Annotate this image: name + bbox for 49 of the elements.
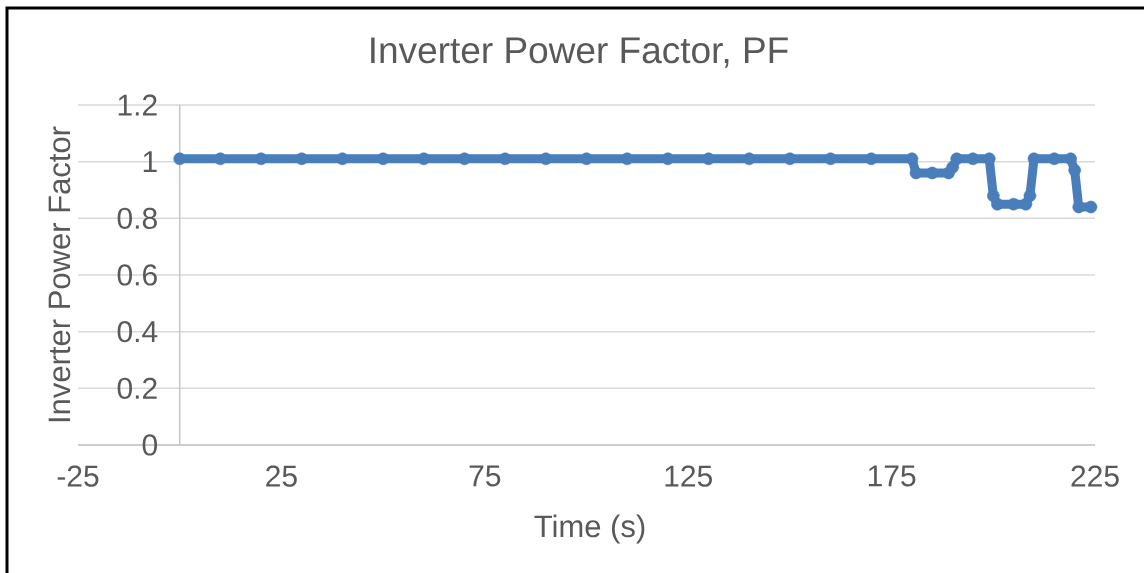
x-tick-label: 25	[266, 465, 297, 487]
point	[783, 152, 797, 166]
point	[1027, 152, 1041, 166]
point	[661, 152, 675, 166]
chart-title: Inverter Power Factor, PF	[371, 37, 788, 68]
point	[1064, 152, 1077, 166]
y-tick-label: 0.8	[117, 207, 157, 229]
point	[1023, 189, 1037, 202]
y-tick-label: 0.6	[117, 264, 157, 286]
point	[336, 152, 349, 166]
point	[417, 152, 431, 166]
y-tick-label: 0.2	[117, 377, 157, 399]
point	[1007, 197, 1020, 211]
y-tick-label: 1	[143, 151, 157, 172]
x-tick-label: 75	[469, 465, 501, 487]
point	[824, 152, 837, 166]
point	[254, 152, 268, 166]
point	[905, 152, 919, 166]
x-tick-label: -25	[57, 465, 99, 487]
point	[909, 166, 923, 180]
point	[214, 152, 227, 166]
y-tick-label: 0	[142, 434, 158, 456]
y-tick-label: 1.2	[118, 94, 157, 116]
point	[1048, 152, 1061, 166]
point	[966, 152, 980, 166]
point	[1072, 200, 1085, 214]
point	[376, 152, 390, 166]
point	[991, 197, 1004, 211]
point	[580, 152, 593, 166]
point	[926, 166, 939, 180]
point	[982, 152, 996, 166]
point	[295, 152, 308, 166]
y-axis-title: Inverter Power Factor	[48, 126, 71, 422]
x-axis-title: Time (s)	[534, 514, 645, 544]
x-tick-label: 225	[1071, 465, 1119, 487]
point	[173, 152, 186, 166]
point	[1068, 163, 1081, 177]
point	[539, 152, 553, 166]
point	[702, 152, 715, 166]
y-tick-label: 0.4	[117, 321, 158, 343]
point	[742, 152, 756, 166]
point	[950, 152, 963, 166]
point	[1084, 200, 1098, 214]
x-tick-label: 125	[665, 465, 712, 487]
point	[620, 152, 634, 166]
point	[865, 152, 878, 166]
point	[498, 152, 512, 166]
x-tick-label: 175	[868, 465, 916, 487]
point	[458, 152, 471, 166]
